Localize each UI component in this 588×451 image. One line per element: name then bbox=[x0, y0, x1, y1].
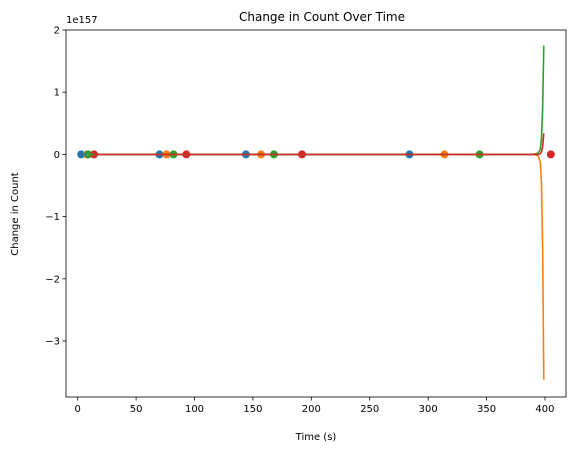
x-tick-label: 150 bbox=[243, 404, 262, 415]
x-tick-label: 400 bbox=[535, 404, 554, 415]
y-axis-label: Change in Count bbox=[10, 172, 21, 256]
y-tick-label: 1 bbox=[54, 88, 60, 99]
plot-frame bbox=[65, 29, 567, 398]
y-tick-label: 2 bbox=[54, 26, 60, 37]
series-4-point bbox=[546, 150, 555, 159]
y-tick-label: −2 bbox=[45, 274, 60, 285]
series-1-point bbox=[77, 150, 86, 159]
x-tick-label: 350 bbox=[477, 404, 496, 415]
x-tick-label: 300 bbox=[419, 404, 438, 415]
x-tick-label: 50 bbox=[130, 404, 143, 415]
x-tick-label: 0 bbox=[74, 404, 80, 415]
y-tick-label: −3 bbox=[45, 337, 60, 348]
y-tick-label: −1 bbox=[45, 212, 60, 223]
y-axis: −3 −2 −1 0 1 2 bbox=[45, 26, 66, 348]
x-tick-label: 200 bbox=[302, 404, 321, 415]
x-tick-label: 250 bbox=[360, 404, 379, 415]
y-offset-label: 1e157 bbox=[66, 15, 98, 26]
series-4-line bbox=[94, 133, 545, 156]
x-axis-label: Time (s) bbox=[295, 432, 337, 443]
series-layer bbox=[77, 45, 555, 380]
x-axis: 0 50 100 150 200 250 300 350 400 bbox=[74, 397, 555, 415]
chart-title: Change in Count Over Time bbox=[239, 10, 405, 24]
y-tick-label: 0 bbox=[54, 150, 60, 161]
x-tick-label: 100 bbox=[185, 404, 204, 415]
plot-area: 0 50 100 150 200 250 300 350 400 −3 −2 −1 0 1 2 bbox=[45, 26, 567, 415]
